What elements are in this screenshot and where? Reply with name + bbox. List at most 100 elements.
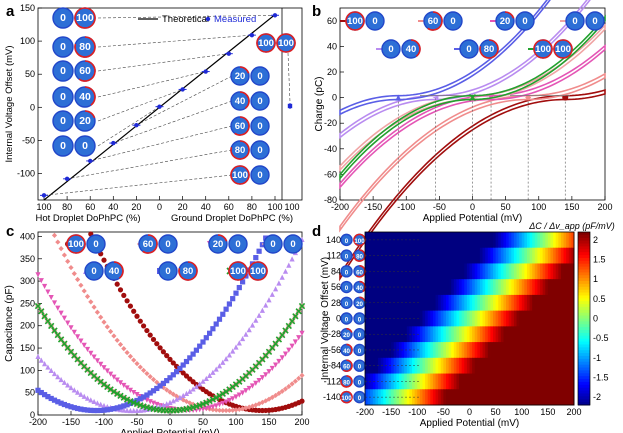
heatmap-cell: [466, 342, 470, 359]
heatmap-cell: [466, 357, 470, 375]
heatmap-cell: [378, 247, 382, 264]
heatmap-cell: [466, 310, 470, 327]
heatmap-cell: [419, 279, 423, 296]
capacitance-point-100-0: [124, 298, 130, 304]
droplet-pair-left: 0 20: [52, 110, 96, 132]
heatmap-cell: [440, 279, 444, 296]
heatmap-cell: [529, 310, 533, 327]
capacitance-point-20-0: [259, 375, 265, 381]
panel-a-axes-box: [37, 7, 303, 201]
heatmap-cell: [370, 310, 374, 327]
heatmap-cell: [375, 279, 379, 296]
heatmap-cell: [388, 326, 392, 343]
y-tick-label: 0: [332, 93, 337, 103]
y-tick-label: 60: [327, 16, 337, 26]
colorbar-tick-label: -0.5: [593, 333, 609, 343]
capacitance-point-100-0: [121, 292, 127, 298]
capacitance-point-0-80: [141, 394, 147, 400]
heatmap-cell: [542, 247, 546, 264]
heatmap-cell: [422, 389, 426, 406]
heatmap-cell: [448, 294, 452, 312]
heatmap-cell: [498, 247, 502, 264]
capacitance-point-0-40: [42, 361, 48, 367]
heatmap-cell: [427, 279, 431, 296]
heatmap-cell: [487, 342, 491, 359]
capacitance-point-0-80: [154, 385, 160, 392]
capacitance-point-100-100: [120, 394, 127, 401]
heatmap-cell: [550, 279, 554, 296]
capacitance-point-20-0: [266, 369, 272, 375]
heatmap-cell: [490, 326, 494, 343]
heatmap-cell: [534, 357, 538, 375]
heatmap-cell: [385, 310, 390, 327]
heatmap-cell: [461, 342, 465, 359]
heatmap-cell: [524, 310, 528, 327]
heatmap-cell: [524, 357, 528, 375]
capacitance-point-60-0: [243, 405, 249, 411]
heatmap-cell: [487, 373, 491, 390]
heatmap-cell: [464, 279, 468, 296]
heatmap-cell: [485, 294, 489, 312]
colorbar-segment: [578, 269, 590, 273]
capacitance-point-20-0: [55, 305, 61, 311]
heatmap-cell: [485, 310, 489, 327]
capacitance-point-0-80: [236, 284, 242, 291]
heatmap-cell: [474, 247, 478, 264]
colorbar-segment: [578, 393, 590, 397]
capacitance-point-0-80: [220, 311, 226, 317]
droplet-left: [340, 296, 353, 309]
heatmap-cell: [404, 279, 408, 296]
heatmap-cell: [406, 389, 410, 406]
legend-b: 100 0 60 0 20 0 0 00 40 0 80 100 100: [340, 11, 605, 59]
heatmap-cell: [391, 342, 395, 359]
droplet-pair-left: 0 40: [52, 86, 96, 108]
capacitance-point-20-0: [38, 278, 44, 284]
heatmap-cell: [487, 263, 491, 280]
colorbar-segment: [578, 364, 590, 369]
heatmap-cell: [430, 326, 434, 343]
y-tick-label: -40: [324, 144, 337, 154]
capacitance-point-0-80: [147, 390, 153, 396]
panel-c-axes-box: [37, 231, 303, 416]
heatmap-cell: [409, 279, 413, 296]
heatmap-cell: [472, 294, 476, 312]
heatmap-cell: [472, 263, 476, 280]
capacitance-point-100-100: [292, 313, 299, 320]
heatmap-cell: [435, 373, 439, 390]
droplet-right-label: 80: [79, 42, 91, 53]
x-tick-label: 100: [267, 202, 282, 212]
row-droplet-pair: 0 100: [340, 233, 366, 247]
heatmap-cell: [443, 263, 447, 280]
heatmap-cell: [422, 279, 426, 296]
heatmap-cell: [550, 263, 554, 280]
colorbar-segment: [578, 347, 590, 351]
x-tick-label: -100: [408, 407, 426, 417]
capacitance-point-0-80: [256, 248, 262, 254]
capacitance-point-0-40: [121, 407, 127, 413]
colorbar-tick-label: 2: [593, 235, 598, 245]
capacitance-point-20-0: [91, 354, 97, 360]
heatmap-cell: [430, 247, 434, 264]
heatmap-cell: [540, 326, 544, 343]
heatmap-cell: [459, 263, 463, 280]
droplet-left-label: 20: [343, 332, 350, 339]
panel-c-capacitance: -200 -150 -100 -50 0 50 100 150 2000501001502002…: [4, 231, 310, 433]
heatmap-cell: [440, 263, 444, 280]
legend-droplet-pair: 0 40: [84, 261, 124, 281]
heatmap-cell: [490, 294, 494, 312]
heatmap-cell: [571, 326, 575, 343]
x-axis-label: Applied Potential (mV): [120, 428, 220, 433]
heatmap-cell: [401, 310, 405, 327]
capacitance-point-60-0: [286, 383, 292, 390]
heatmap-cell: [440, 373, 444, 390]
heatmap-cell: [532, 279, 536, 296]
colorbar-segment: [578, 281, 590, 285]
heatmap-cell: [398, 326, 403, 343]
heatmap-cell: [542, 310, 546, 327]
heatmap-cell: [547, 279, 551, 296]
charge-loop-100-0: [339, 89, 606, 282]
droplet-left-label: 60: [143, 239, 154, 250]
heatmap-cell: [378, 373, 382, 390]
heatmap-cell: [490, 373, 494, 390]
heatmap-cell: [425, 326, 429, 343]
